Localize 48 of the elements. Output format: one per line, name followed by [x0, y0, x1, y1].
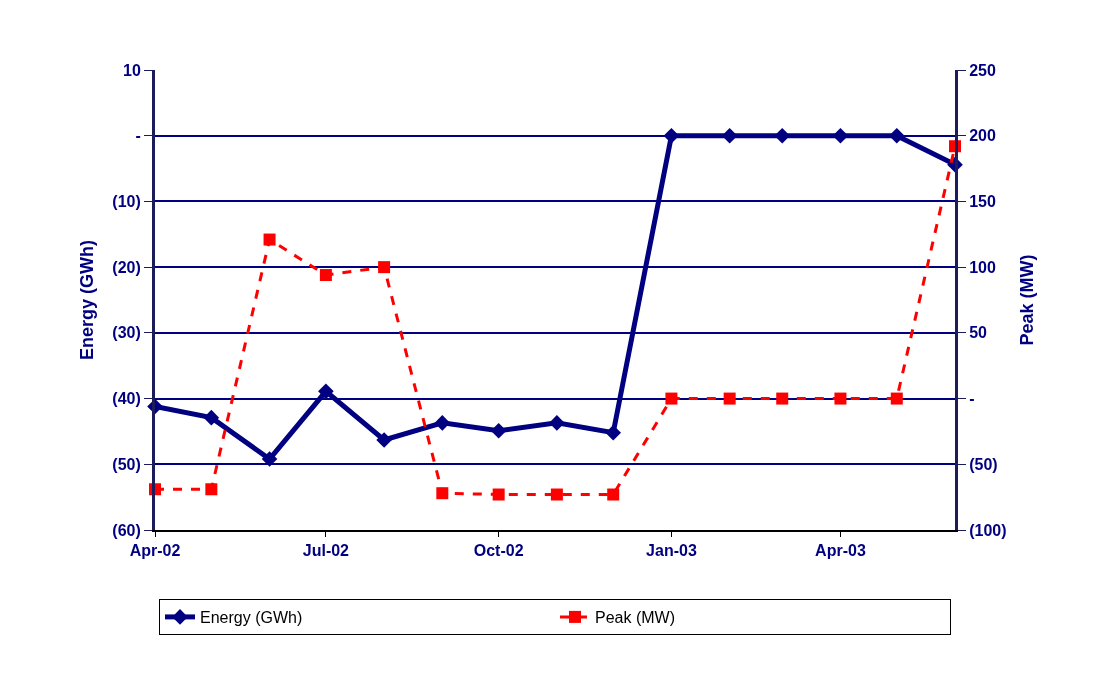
y-tick-label: (20) — [112, 258, 141, 276]
point — [203, 409, 220, 426]
point — [319, 269, 332, 282]
point — [434, 415, 451, 431]
x-tick-label: Apr-02 — [129, 542, 181, 560]
y-tick-label: 10 — [123, 61, 141, 79]
point — [490, 422, 507, 439]
y-tick-label: - — [135, 127, 141, 145]
point — [550, 488, 563, 501]
y-tick-label: (60) — [112, 521, 141, 539]
x-tick-label: Jul-02 — [302, 542, 350, 560]
y2-axis-title: Peak (MW) — [1016, 254, 1037, 346]
y-tick-label: (30) — [112, 324, 141, 342]
point — [776, 392, 789, 405]
x-tick-label: Oct-02 — [473, 542, 524, 560]
y-tick-label: (10) — [112, 193, 141, 211]
point — [436, 487, 449, 500]
point — [832, 127, 849, 144]
legend-label: Peak (MW) — [595, 609, 675, 627]
legend-label: Energy (GWh) — [200, 609, 303, 627]
point — [549, 415, 565, 431]
y-tick-label: (50) — [112, 455, 141, 473]
y2-tick-label: 200 — [969, 127, 996, 145]
point — [318, 383, 334, 400]
point — [263, 233, 276, 246]
y-axis-title: Energy (GWh) — [76, 240, 97, 360]
x-tick-label: Apr-03 — [815, 542, 866, 560]
y2-tick-label: 100 — [969, 258, 996, 276]
y2-tick-label: 50 — [969, 324, 988, 342]
y-tick-label: (40) — [112, 390, 141, 408]
point — [378, 261, 391, 274]
point — [376, 432, 392, 448]
y2-tick-label: - — [969, 390, 975, 408]
y2-tick-label: 250 — [969, 61, 996, 79]
x-tick-label: Jan-03 — [646, 542, 697, 560]
point — [723, 392, 736, 405]
point — [605, 424, 622, 441]
point — [663, 127, 680, 144]
point — [834, 392, 847, 405]
point — [890, 392, 903, 405]
y2-tick-label: 150 — [969, 193, 996, 211]
point — [665, 392, 678, 405]
y2-tick-label: (50) — [969, 455, 998, 473]
point — [205, 483, 218, 496]
point — [261, 451, 278, 467]
y2-tick-label: (100) — [969, 521, 1007, 539]
point — [492, 488, 505, 501]
point — [607, 488, 620, 501]
